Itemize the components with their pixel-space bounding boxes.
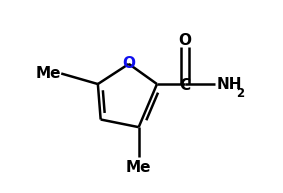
Text: C: C [180,78,191,92]
Text: Me: Me [126,160,151,175]
Text: O: O [179,33,192,48]
Text: O: O [122,56,135,71]
Text: 2: 2 [236,87,245,100]
Text: Me: Me [36,66,61,81]
Text: NH: NH [216,77,242,91]
